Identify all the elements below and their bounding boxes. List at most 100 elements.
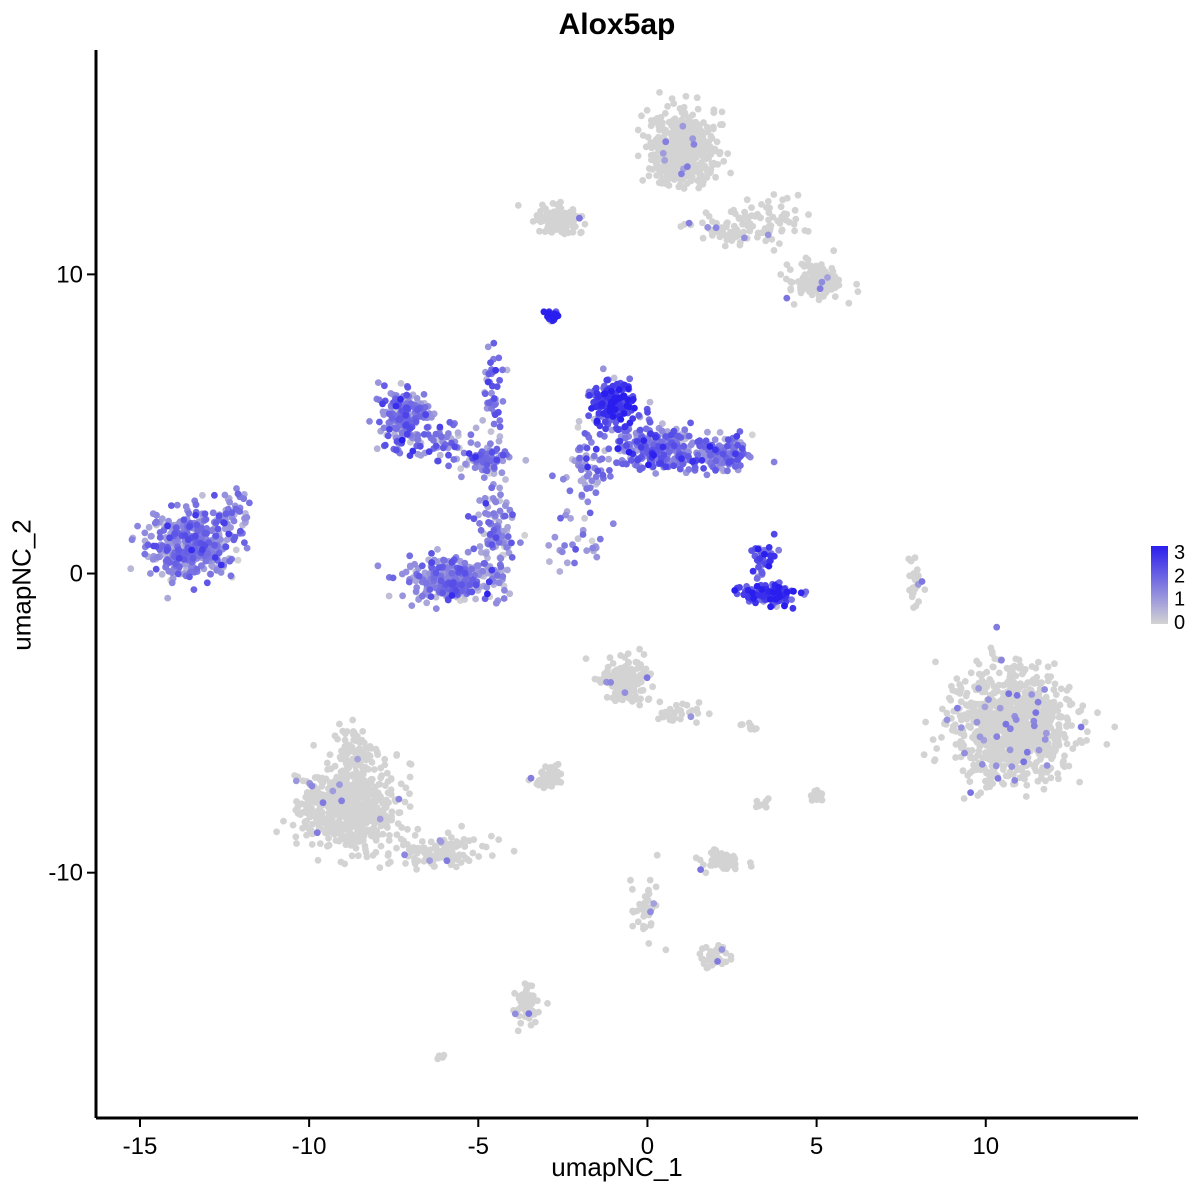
cell-point-c21 <box>1030 676 1037 683</box>
cell-point-c21 <box>977 789 985 797</box>
cell-point-c19 <box>740 228 747 236</box>
cell-point-c17 <box>694 105 702 113</box>
cell-point-c21 <box>993 747 1001 755</box>
cell-point-c26 <box>678 710 686 718</box>
cell-point-c1 <box>193 565 201 573</box>
cell-point-c17 <box>682 92 690 100</box>
cell-point-c21 <box>1022 793 1030 800</box>
cell-point-c25 <box>622 674 630 682</box>
cell-point-c22 <box>318 783 326 790</box>
cell-point-c1 <box>214 525 222 533</box>
cell-point-c24 <box>374 751 382 758</box>
cell-point-c26 <box>669 717 677 724</box>
cell-point-c22 <box>326 826 333 834</box>
cell-point-c10 <box>585 412 592 420</box>
cell-point-c21 <box>1039 719 1047 726</box>
cell-point-c21 <box>1065 762 1073 770</box>
cell-point-c21 <box>958 741 966 749</box>
cell-point-c27 <box>554 760 562 768</box>
cell-point-c22 <box>324 791 331 799</box>
cell-point-c13 <box>606 467 613 474</box>
cell-point-c4 <box>498 469 506 477</box>
cell-point-c7 <box>476 497 483 504</box>
cell-point-c1 <box>134 522 142 530</box>
cell-point-c2 <box>246 499 253 507</box>
cell-point-c20 <box>824 274 831 281</box>
cell-point-c25 <box>616 665 624 672</box>
cell-point-c22 <box>376 815 384 823</box>
cell-point-c21 <box>976 711 983 719</box>
cell-point-c21 <box>964 702 972 710</box>
cell-point-c21 <box>1022 719 1030 726</box>
cell-point-c15 <box>758 569 766 577</box>
cell-point-c1 <box>204 549 212 557</box>
cell-point-c17 <box>703 123 711 131</box>
cell-point-c20 <box>828 286 836 293</box>
cell-point-c23 <box>413 866 420 873</box>
cell-point-c11 <box>685 432 693 440</box>
cell-point-c3 <box>374 379 382 386</box>
cell-point-c21 <box>1014 663 1022 671</box>
cell-point-c23 <box>433 845 440 852</box>
cell-point-c21 <box>993 733 1001 740</box>
cell-point-c22 <box>349 835 357 843</box>
cell-point-c4 <box>488 449 496 456</box>
cell-point-c22 <box>401 798 409 806</box>
cell-point-c19 <box>794 191 802 199</box>
cell-point-c21 <box>991 655 999 663</box>
cell-point-c7 <box>502 502 509 510</box>
cell-point-c20 <box>808 280 816 287</box>
cell-point-c6 <box>426 586 434 593</box>
cell-point-c6 <box>418 592 426 600</box>
cell-point-c12 <box>770 458 778 466</box>
cell-point-c1 <box>234 556 242 564</box>
cell-point-c7 <box>517 539 524 546</box>
cell-point-c20 <box>787 278 794 286</box>
cell-point-c3 <box>407 400 415 408</box>
cell-point-c23 <box>376 864 384 871</box>
cell-point-c23 <box>418 838 426 845</box>
cell-point-c10 <box>575 417 583 425</box>
cell-point-c21 <box>952 754 959 761</box>
cell-point-c11 <box>687 419 694 427</box>
cell-point-c8 <box>485 399 493 407</box>
cell-point-c17 <box>643 106 651 114</box>
cell-point-c22 <box>349 801 357 808</box>
cell-point-c6 <box>406 552 414 560</box>
cell-point-c23 <box>436 837 444 844</box>
cell-point-c6 <box>448 558 456 566</box>
cell-point-c22 <box>280 817 287 825</box>
cell-point-c21 <box>1011 777 1019 784</box>
cell-point-c28 <box>714 850 722 857</box>
cell-point-c7 <box>502 476 509 483</box>
cell-point-c24 <box>359 728 367 735</box>
cell-point-c17 <box>662 138 670 146</box>
cell-point-c25 <box>606 654 614 662</box>
cell-point-c22 <box>309 820 316 828</box>
cell-point-c18 <box>581 220 589 228</box>
cell-point-c21 <box>976 733 984 741</box>
cell-point-c22 <box>339 787 347 795</box>
cell-point-c11 <box>667 431 675 439</box>
cell-point-c21 <box>931 757 938 765</box>
cell-point-c1 <box>158 570 166 578</box>
cell-point-c6 <box>501 586 508 594</box>
cell-point-c17 <box>676 105 684 112</box>
cell-point-c3 <box>376 418 383 426</box>
cell-point-c16 <box>558 548 566 556</box>
cell-point-c27 <box>557 770 565 778</box>
cell-point-c19 <box>776 219 784 227</box>
cell-point-c28 <box>723 865 731 873</box>
cell-point-c17 <box>705 154 712 162</box>
cell-point-c21 <box>1052 691 1060 698</box>
cell-point-c13 <box>584 498 592 506</box>
cell-point-c7 <box>476 543 484 550</box>
cell-point-c25 <box>644 696 652 703</box>
cell-point-c23 <box>404 825 411 833</box>
cell-point-c6 <box>435 564 443 571</box>
cell-point-c22 <box>318 812 326 820</box>
cell-point-c21 <box>1025 760 1033 767</box>
cell-point-c32 <box>909 590 916 597</box>
cell-point-c17 <box>693 149 701 157</box>
cell-point-c21 <box>933 745 941 752</box>
